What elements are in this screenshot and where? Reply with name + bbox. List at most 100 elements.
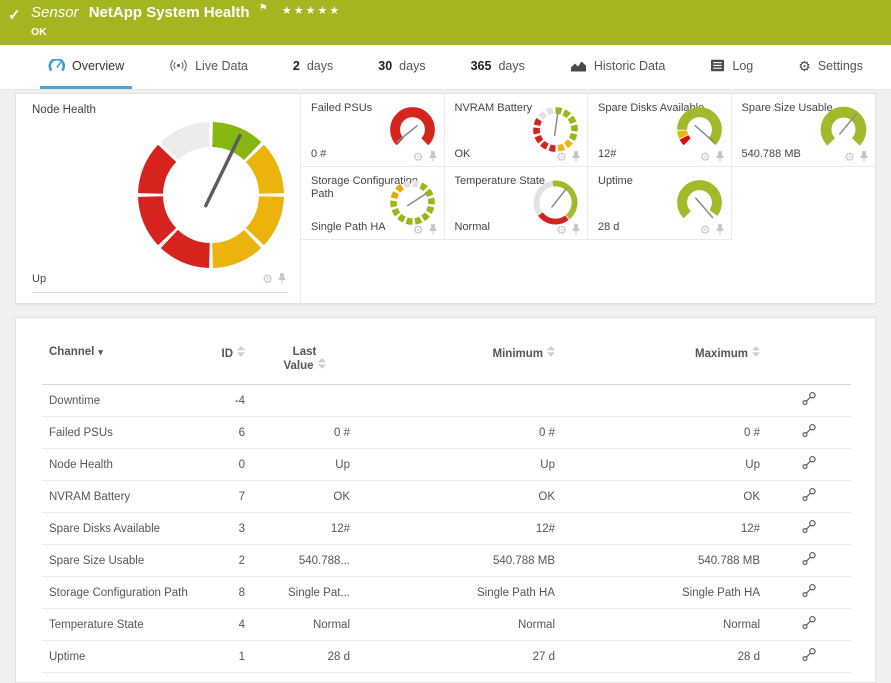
cell-min: 0 # <box>357 416 562 449</box>
cell-last: 12# <box>252 512 357 545</box>
tab-number: 365 <box>470 58 492 73</box>
tab-label: Log <box>732 58 754 73</box>
channel-settings-button[interactable] <box>801 455 817 474</box>
gear-icon[interactable]: ⚙ <box>556 149 567 164</box>
channel-table: Channel ▾ ID Last Value Minimum Maximum <box>42 346 851 673</box>
cell-last: 540.788... <box>252 544 357 577</box>
channel-settings-button[interactable] <box>801 615 817 634</box>
settings-icon: ⚙ <box>798 57 811 74</box>
gauge-cell-nvram-battery[interactable]: NVRAM Battery OK ⚙ <box>444 94 588 167</box>
pin-icon[interactable] <box>427 150 439 163</box>
priority-stars[interactable]: ★★★★★ <box>281 5 342 17</box>
cell-max: 540.788 MB <box>562 544 767 577</box>
cell-last: OK <box>252 480 357 513</box>
gauge-title: Node Health <box>32 104 96 116</box>
check-icon: ✓ <box>8 7 21 24</box>
historic-data-icon <box>570 59 587 72</box>
gauge-cell-node-health[interactable]: Node Health Up ⚙ <box>16 94 301 303</box>
tab-label: Historic Data <box>593 58 666 73</box>
cell-id: -4 <box>202 384 252 417</box>
flag-icon[interactable]: ⚑ <box>258 3 268 14</box>
gear-icon[interactable]: ⚙ <box>412 222 424 237</box>
gauge <box>533 107 578 152</box>
cell-min: Up <box>357 448 562 481</box>
cell-min <box>357 384 562 417</box>
channel-settings-button[interactable] <box>801 519 817 538</box>
gauge-cell-storage-configuration-path[interactable]: Storage Configuration Path Single Path HA… <box>301 167 445 240</box>
sort-icon <box>237 346 245 360</box>
table-row: Downtime -4 <box>42 384 851 417</box>
channel-settings-button[interactable] <box>801 647 817 666</box>
cell-last <box>252 384 357 417</box>
tab-number: 2 <box>292 58 300 73</box>
gauge <box>389 180 435 225</box>
cell-channel: Uptime <box>42 640 202 673</box>
tab-365-days[interactable]: 365 days <box>463 45 533 89</box>
gauge-cell-uptime[interactable]: Uptime 28 d ⚙ <box>588 167 732 240</box>
gear-icon[interactable]: ⚙ <box>844 149 855 164</box>
gauge <box>676 107 722 146</box>
column-header-id[interactable]: ID <box>202 346 252 385</box>
gauge-cell-failed-psus[interactable]: Failed PSUs 0 # ⚙ <box>301 94 445 167</box>
channel-settings-button[interactable] <box>801 391 817 410</box>
channel-settings-button[interactable] <box>801 583 817 602</box>
gear-icon[interactable]: ⚙ <box>699 222 711 237</box>
gauge-title: NVRAM Battery <box>454 102 533 114</box>
gear-icon[interactable]: ⚙ <box>262 271 273 286</box>
column-header-channel[interactable]: Channel ▾ <box>42 346 202 385</box>
channel-settings-button[interactable] <box>801 423 817 442</box>
pin-icon[interactable] <box>276 272 288 285</box>
tab-log[interactable]: Log <box>702 45 761 89</box>
table-row: Temperature State 4 Normal Normal Normal <box>42 608 851 641</box>
column-header-last-value[interactable]: Last Value <box>252 346 357 385</box>
cell-channel: Node Health <box>42 448 202 481</box>
tab-historic-data[interactable]: Historic Data <box>562 45 674 89</box>
cell-last: Normal <box>252 608 357 641</box>
page-title: NetApp System Health <box>88 4 250 21</box>
gauge-value: Normal <box>454 221 490 233</box>
gauge-title: Storage Configuration Path <box>311 175 419 200</box>
cell-max <box>562 384 767 417</box>
pin-icon[interactable] <box>570 223 582 236</box>
live-data-icon <box>169 58 188 73</box>
cell-channel: NVRAM Battery <box>42 480 202 513</box>
cell-min: Single Path HA <box>357 576 562 609</box>
column-header-minimum[interactable]: Minimum <box>357 346 562 385</box>
pin-icon[interactable] <box>714 150 726 163</box>
gauge-cell-spare-size-usable[interactable]: Spare Size Usable 540.788 MB ⚙ <box>731 94 875 167</box>
tab-30-days[interactable]: 30 days <box>370 45 433 89</box>
channel-settings-button[interactable] <box>801 551 817 570</box>
gear-icon[interactable]: ⚙ <box>412 149 424 164</box>
tab-settings[interactable]: ⚙ Settings <box>790 45 871 89</box>
cell-min: OK <box>357 480 562 513</box>
pin-icon[interactable] <box>858 150 870 163</box>
cell-min: 27 d <box>357 640 562 673</box>
channel-table-panel: Channel ▾ ID Last Value Minimum Maximum <box>15 317 876 683</box>
gear-icon[interactable]: ⚙ <box>556 222 567 237</box>
cell-channel: Storage Configuration Path <box>42 576 202 609</box>
gear-icon[interactable]: ⚙ <box>699 149 711 164</box>
column-header-maximum[interactable]: Maximum <box>562 346 767 385</box>
tab-2-days[interactable]: 2 days <box>285 45 341 89</box>
tab-overview[interactable]: Overview <box>40 45 133 89</box>
pin-icon[interactable] <box>570 150 582 163</box>
pin-icon[interactable] <box>714 223 726 236</box>
channel-settings-button[interactable] <box>801 487 817 506</box>
gauge-title: Failed PSUs <box>311 102 373 114</box>
cell-last: 0 # <box>252 416 357 449</box>
cell-channel: Temperature State <box>42 608 202 641</box>
gauge-cell-temperature-state[interactable]: Temperature State Normal ⚙ <box>444 167 588 240</box>
gauge <box>676 180 722 219</box>
pin-icon[interactable] <box>427 223 439 236</box>
table-row: Storage Configuration Path 8 Single Pat...… <box>42 576 851 609</box>
tab-live-data[interactable]: Live Data <box>161 45 256 89</box>
sort-icon <box>547 346 555 360</box>
tab-label: Settings <box>817 58 863 73</box>
empty-cell <box>732 167 876 240</box>
gauge-cell-spare-disks-available[interactable]: Spare Disks Available 12# ⚙ <box>588 94 732 167</box>
cell-channel: Spare Disks Available <box>42 512 202 545</box>
log-icon <box>710 59 725 72</box>
cell-id: 2 <box>202 544 252 577</box>
cell-max: OK <box>562 480 767 513</box>
